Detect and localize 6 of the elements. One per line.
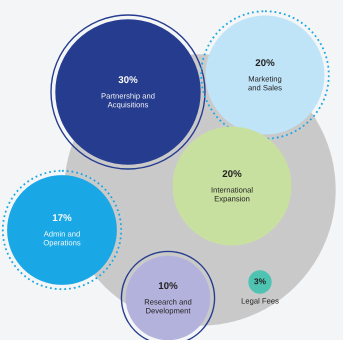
data-label: 10%: [158, 282, 178, 290]
data-label: 20%: [222, 170, 242, 178]
data-label: 20%: [256, 59, 274, 66]
data-label: 17%: [52, 214, 72, 222]
data-label: 3%: [254, 278, 266, 284]
data-label: 30%: [118, 76, 138, 84]
